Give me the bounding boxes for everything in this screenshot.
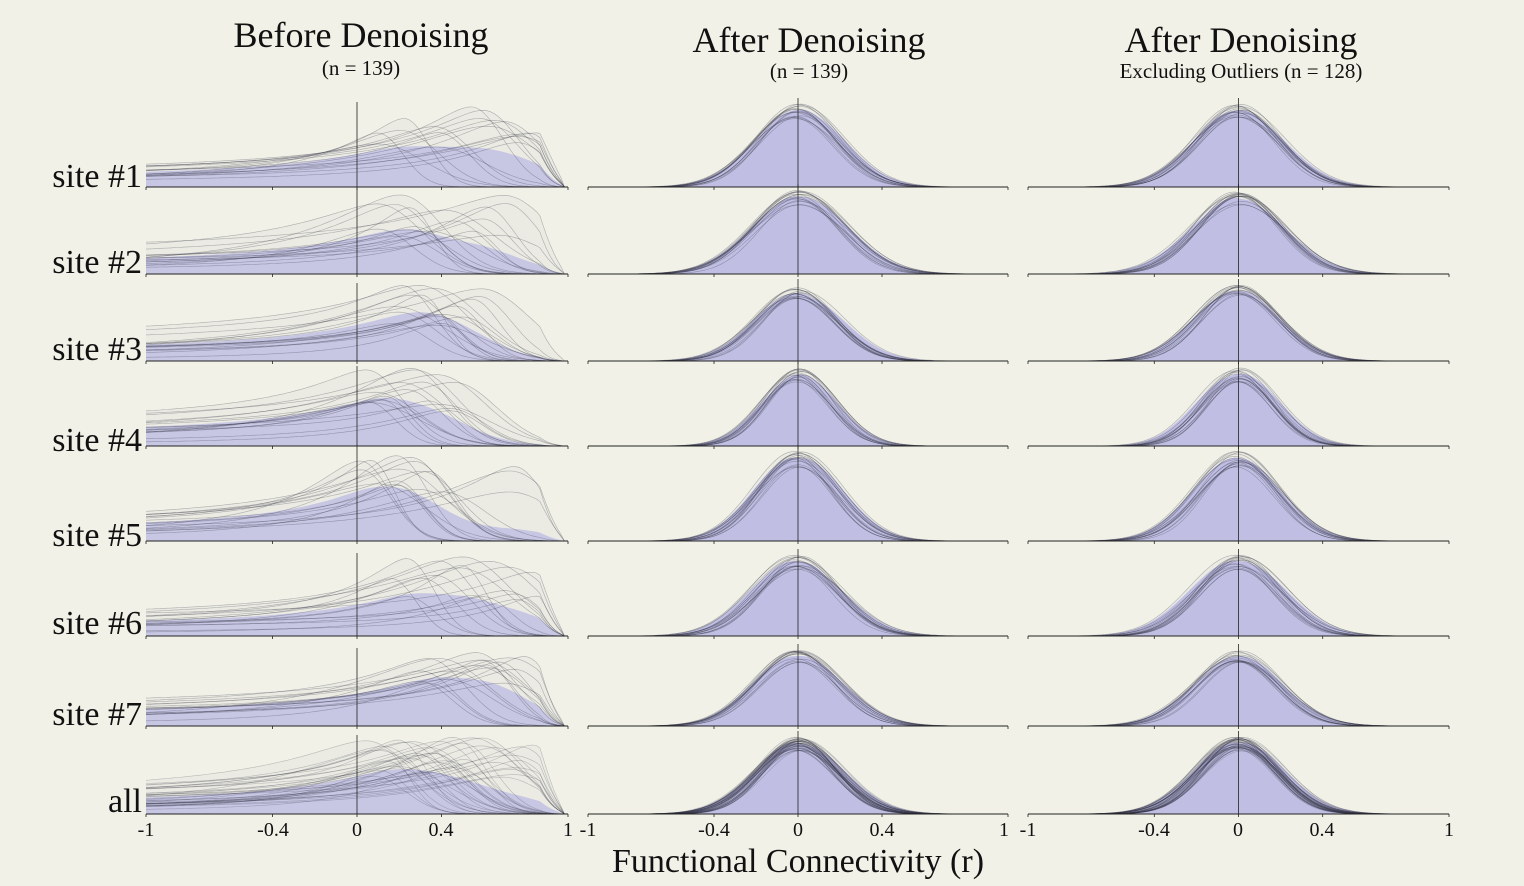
tick-label-p3-0: -1 [1020,819,1037,841]
row-label-site-7: site #7 [52,696,142,733]
tick-label-p2-3: 0.4 [870,819,895,841]
row-label-site-3: site #3 [52,331,142,368]
tick-label-p1-3: 0.4 [429,819,454,841]
row-label-site-2: site #2 [52,244,142,281]
tick-label-p1-0: -1 [138,819,155,841]
tick-label-p2-4: 1 [999,819,1009,841]
row-label-site-6: site #6 [52,605,142,642]
tick-label-p2-2: 0 [793,819,803,841]
plot-area [145,98,1450,817]
panel-title-before: Before Denoising [234,15,489,55]
tick-label-p2-0: -1 [580,819,597,841]
panel-title-after-excluding: After Denoising [1125,20,1358,60]
tick-label-p2-1: -0.4 [698,819,730,841]
tick-label-p1-4: 1 [563,819,573,841]
tick-label-p3-2: 0 [1233,819,1243,841]
panel-subtitle-after: (n = 139) [770,59,848,83]
tick-label-p1-2: 0 [352,819,362,841]
row-label-site-4: site #4 [52,422,142,459]
panel-subtitle-before: (n = 139) [322,56,400,80]
row-label-site-1: site #1 [52,158,142,195]
tick-label-p3-3: 0.4 [1310,819,1335,841]
panel-subtitle-after-excluding: Excluding Outliers (n = 128) [1120,59,1363,83]
row-label-all: all [108,783,142,820]
row-label-site-5: site #5 [52,517,142,554]
x-axis-label: Functional Connectivity (r) [612,843,984,880]
tick-label-p1-1: -0.4 [257,819,289,841]
tick-label-p3-4: 1 [1444,819,1454,841]
tick-label-p3-1: -0.4 [1138,819,1170,841]
panel-title-after: After Denoising [693,20,926,60]
